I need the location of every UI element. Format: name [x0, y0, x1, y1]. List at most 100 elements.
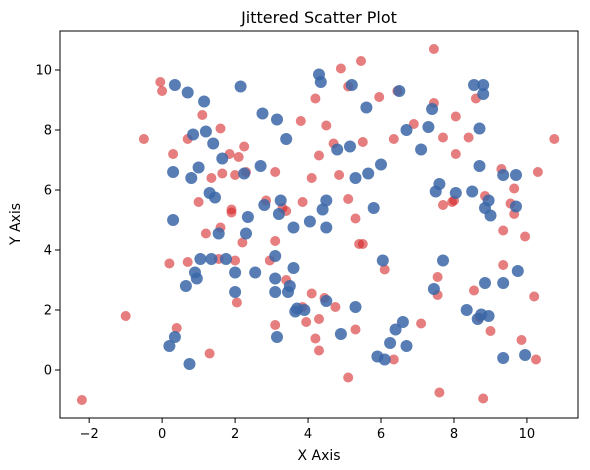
- scatter-point: [320, 194, 333, 207]
- scatter-point: [450, 111, 461, 122]
- x-tick-label: 4: [304, 427, 312, 442]
- scatter-point: [529, 291, 540, 302]
- scatter-point: [434, 387, 445, 398]
- scatter-point: [362, 167, 375, 180]
- scatter-point: [450, 149, 461, 159]
- scatter-point: [314, 150, 324, 161]
- scatter-point: [469, 285, 479, 296]
- scatter-point: [314, 314, 324, 324]
- y-tick-label: 8: [44, 124, 52, 139]
- scatter-point: [482, 194, 495, 207]
- scatter-point: [374, 92, 385, 102]
- scatter-point: [482, 310, 495, 322]
- scatter-point: [314, 345, 324, 356]
- scatter-point: [231, 297, 242, 308]
- scatter-point: [204, 348, 215, 359]
- scatter-point: [422, 121, 435, 133]
- scatter-point: [298, 304, 311, 316]
- scatter-point: [345, 79, 358, 91]
- x-tick-label: 10: [519, 427, 536, 442]
- scatter-point: [197, 110, 208, 120]
- scatter-point: [497, 169, 510, 181]
- scatter-point: [216, 152, 229, 165]
- scatter-point: [205, 253, 218, 265]
- scatter-point: [310, 333, 321, 344]
- scatter-point: [120, 311, 131, 321]
- scatter-point: [334, 328, 347, 340]
- scatter-point: [272, 208, 285, 220]
- scatter-point: [320, 221, 333, 234]
- scatter-point: [498, 260, 509, 270]
- scatter-point: [463, 132, 474, 143]
- scatter-point: [183, 358, 196, 370]
- scatter-point: [249, 266, 262, 279]
- scatter-point: [432, 272, 443, 282]
- scatter-point: [215, 123, 226, 134]
- scatter-point: [498, 225, 509, 236]
- scatter-point: [520, 231, 531, 242]
- scatter-point: [310, 93, 321, 104]
- scatter-point: [343, 194, 354, 204]
- x-tick-label: 6: [377, 427, 385, 442]
- scatter-point: [238, 167, 251, 180]
- scatter-point: [306, 288, 317, 299]
- y-tick-label: 4: [44, 244, 52, 259]
- plot-frame: [59, 30, 579, 419]
- scatter-point: [168, 79, 181, 91]
- x-tick-label: −2: [80, 427, 99, 442]
- scatter-point: [163, 340, 176, 352]
- scatter-point: [76, 395, 87, 405]
- scatter-point: [400, 340, 413, 352]
- scatter-point: [484, 209, 497, 222]
- chart-title: Jittered Scatter Plot: [240, 8, 397, 27]
- scatter-point: [233, 152, 244, 162]
- scatter-point: [393, 85, 406, 97]
- scatter-point: [230, 255, 241, 266]
- scatter-point: [226, 207, 237, 218]
- scatter-point: [229, 266, 242, 279]
- scatter-point: [400, 124, 413, 136]
- scatter-point: [466, 185, 479, 198]
- scatter-point: [303, 215, 316, 228]
- y-tick-label: 10: [35, 64, 52, 79]
- scatter-point: [485, 326, 496, 336]
- scatter-point: [271, 331, 283, 343]
- x-axis-ticks: −2 0 2 4 6 8 10: [80, 418, 536, 442]
- y-axis-label: Y Axis: [8, 203, 24, 246]
- scatter-point: [270, 167, 281, 177]
- scatter-point: [510, 200, 522, 213]
- scatter-point: [367, 202, 380, 214]
- scatter-point: [270, 320, 281, 330]
- scatter-point: [473, 160, 486, 172]
- scatter-point: [477, 79, 490, 91]
- scatter-point: [428, 44, 439, 54]
- scatter-point: [519, 349, 532, 361]
- scatter-point: [171, 323, 182, 333]
- scatter-point: [334, 170, 345, 180]
- scatter-point: [349, 301, 362, 313]
- scatter-point: [384, 337, 397, 349]
- scatter-point: [185, 172, 198, 184]
- scatter-point: [350, 324, 361, 335]
- scatter-point: [357, 239, 368, 249]
- scatter-point: [271, 113, 283, 126]
- scatter-point: [217, 168, 228, 179]
- scatter-point: [192, 161, 205, 174]
- scatter-point: [157, 86, 168, 96]
- scatter-point: [509, 183, 520, 194]
- scatter-point: [269, 250, 282, 262]
- scatter-point: [426, 103, 439, 115]
- scatter-point: [306, 173, 317, 183]
- scatter-point: [473, 122, 486, 135]
- scatter-point: [531, 354, 541, 365]
- y-tick-label: 2: [44, 304, 52, 319]
- scatter-point: [511, 265, 524, 277]
- scatter-point: [549, 134, 560, 144]
- scatter-point: [497, 352, 510, 364]
- scatter-point: [193, 197, 204, 207]
- scatter-point: [356, 56, 366, 66]
- scatter-point: [297, 197, 308, 207]
- scatter-point: [497, 277, 510, 289]
- scatter-point: [314, 76, 327, 88]
- y-tick-label: 0: [44, 364, 52, 379]
